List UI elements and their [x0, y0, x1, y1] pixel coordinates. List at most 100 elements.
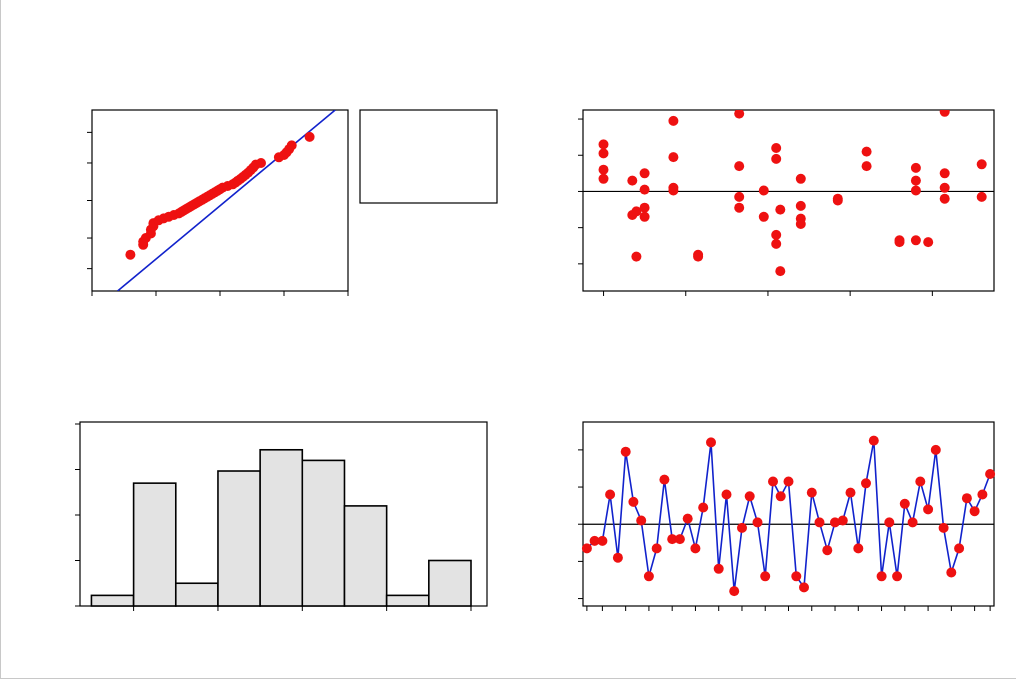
order-plot-point [752, 517, 763, 528]
order-plot-series-line [586, 440, 991, 592]
fits-plot-point [861, 146, 872, 157]
order-plot-point [799, 582, 809, 593]
fits-plot-point [668, 185, 679, 196]
fits-plot-point [976, 159, 987, 170]
order-plot-point [969, 506, 980, 517]
order-plot-point [729, 586, 740, 597]
fits-plot-point [758, 211, 769, 222]
fits-plot-point [861, 161, 872, 172]
order-plot-point [868, 435, 879, 446]
probability-plot-point [125, 249, 136, 260]
histogram-bar [385, 594, 430, 607]
fits-plot-point [771, 153, 782, 164]
order-plot-point [698, 502, 709, 513]
fits-plot-point [734, 202, 745, 213]
order-plot-point [706, 437, 716, 448]
fits-plot-point [734, 110, 745, 119]
probability-plot-point [304, 131, 315, 142]
fits-plot-point [734, 161, 745, 172]
fits-plot-point [771, 229, 782, 240]
order-plot-point [791, 571, 802, 582]
order-plot-point [674, 534, 685, 545]
order-plot-point [659, 474, 670, 485]
fits-plot-point [598, 173, 609, 184]
order-plot-point [915, 476, 926, 487]
fits-plot-point [598, 148, 609, 159]
order-plot-point [713, 563, 724, 574]
order-plot-point [923, 504, 934, 515]
fits-plot-frame [582, 109, 995, 292]
order-plot-point [899, 498, 910, 509]
fits-plot-point [795, 173, 806, 184]
order-plot-point [620, 446, 631, 457]
fits-plot-point [976, 191, 987, 202]
order-plot-point [737, 522, 747, 533]
fits-plot-point [639, 211, 650, 222]
fits-plot-point [910, 162, 921, 173]
fits-plot-point [775, 204, 786, 215]
order-plot-point [628, 496, 639, 507]
fits-plot-point [631, 206, 642, 217]
fits-plot-point [639, 184, 650, 195]
histogram-bar [259, 448, 304, 607]
order-plot-point [930, 444, 941, 455]
order-plot-point [961, 493, 972, 504]
fits-plot-point [939, 110, 950, 117]
fits-plot-point [771, 238, 782, 249]
order-plot-point [597, 535, 608, 546]
fits-plot-point [939, 168, 950, 179]
order-plot-point [814, 517, 825, 528]
fits-plot-point [939, 182, 950, 193]
fits-plot-point [631, 251, 642, 262]
probability-plot-fit-line [117, 110, 336, 291]
order-plot-point [830, 517, 840, 528]
order-plot-point [589, 535, 600, 546]
histogram-bar [132, 482, 177, 607]
order-plot-point [977, 489, 988, 500]
order-plot-point [845, 487, 856, 498]
fits-plot-point [598, 164, 609, 175]
histogram-bar [174, 582, 219, 607]
fits-plot-point [734, 191, 745, 202]
order-plot-point [822, 545, 833, 556]
order-plot-point [861, 478, 871, 489]
order-plot-point [581, 543, 592, 554]
order-plot-point [783, 476, 794, 487]
fits-plot-point [1005, 120, 1015, 130]
histogram-bar [90, 594, 135, 607]
order-plot-point [907, 517, 918, 528]
probability-plot-point [286, 140, 297, 151]
order-plot-point [884, 517, 895, 528]
order-plot-point [985, 469, 996, 479]
fits-plot-point [939, 193, 950, 204]
fits-plot-point [795, 219, 806, 229]
fits-plot-point [668, 152, 679, 163]
fits-plot-point [627, 175, 638, 186]
order-plot-point [837, 515, 848, 526]
fits-plot-point [693, 251, 704, 262]
order-plot-point [806, 487, 817, 498]
order-plot-point [690, 543, 701, 554]
histogram-bar [343, 505, 388, 607]
order-plot-point [768, 476, 778, 487]
order-plot-point [938, 522, 949, 533]
statistics-box [359, 109, 498, 204]
order-plot-point [643, 571, 654, 582]
probability-plot-point [256, 158, 266, 168]
order-plot-point [651, 543, 662, 554]
fits-plot-point [910, 185, 921, 196]
order-plot-point [721, 489, 732, 500]
fits-plot-point [795, 200, 806, 211]
fits-plot-point [910, 235, 921, 246]
order-plot-point [760, 571, 771, 582]
fits-plot-point [598, 139, 609, 150]
order-plot-point [876, 571, 887, 582]
fits-plot-point [894, 237, 905, 248]
order-plot-point [636, 515, 647, 526]
histogram-bar [301, 459, 346, 607]
fits-plot-point [668, 115, 679, 126]
order-plot-point [667, 534, 678, 545]
order-plot-point [744, 491, 755, 502]
